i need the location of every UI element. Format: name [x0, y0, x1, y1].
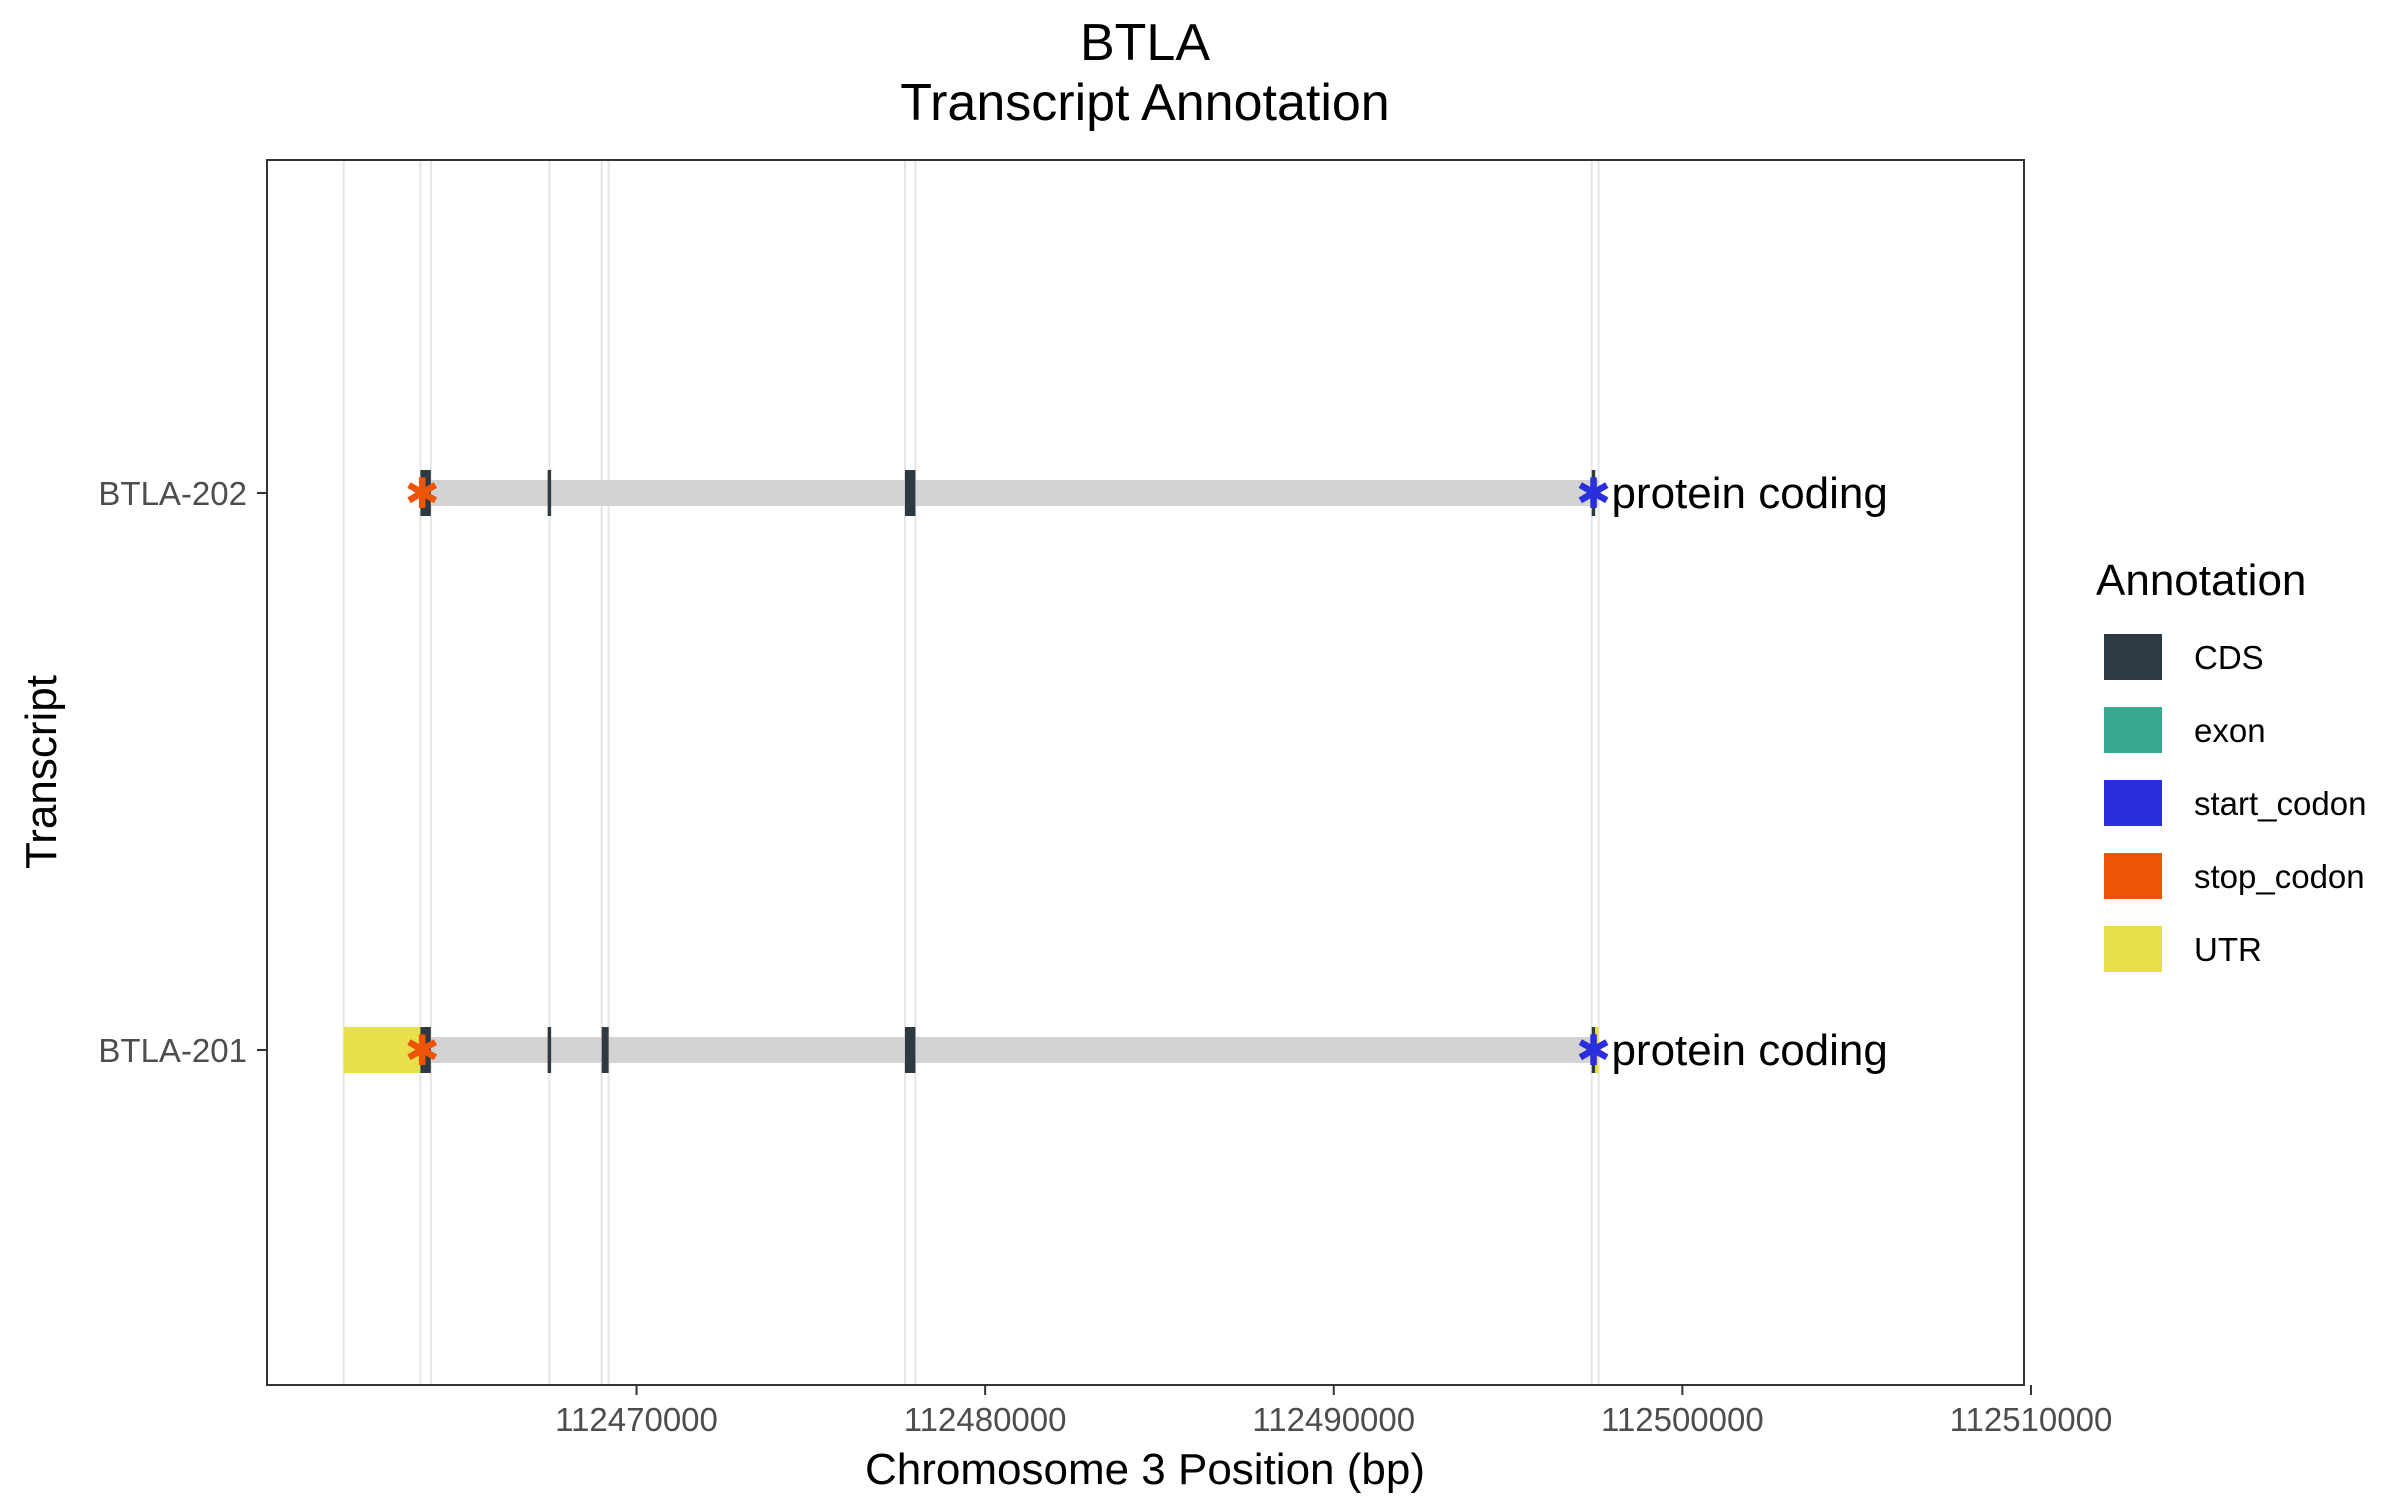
start-codon-marker: ✱ [1576, 1026, 1611, 1075]
gridlines [342, 160, 1600, 1385]
legend-label: exon [2194, 712, 2266, 749]
legend-label: CDS [2194, 639, 2264, 676]
y-axis-title: Transcript [17, 675, 66, 869]
x-tick-label: 112470000 [555, 1401, 718, 1438]
x-tick-label: 112510000 [1950, 1401, 2113, 1438]
legend: Annotation CDS exon start_codon stop_codon U… [2096, 556, 2366, 972]
chart-title: BTLA [1080, 14, 1210, 72]
legend-key [2104, 853, 2162, 899]
legend-key [2104, 926, 2162, 972]
biotype-label: protein coding [1611, 1026, 1887, 1075]
legend-title: Annotation [2096, 556, 2306, 605]
legend-key [2104, 707, 2162, 753]
legend-label: start_codon [2194, 785, 2366, 822]
transcript-track: ✱ ✱ protein coding [405, 469, 1888, 518]
x-tick-label: 112490000 [1252, 1401, 1415, 1438]
x-tick-label: 112500000 [1601, 1401, 1764, 1438]
y-axis: BTLA-202 BTLA-201 [98, 475, 267, 1069]
start-codon-marker: ✱ [1576, 469, 1611, 518]
cds-block [601, 1027, 609, 1073]
y-tick-label: BTLA-202 [98, 475, 247, 512]
cds-block [1591, 1027, 1596, 1073]
stop-codon-marker: ✱ [405, 1026, 440, 1075]
cds-block [904, 470, 916, 516]
legend-label: stop_codon [2194, 858, 2365, 895]
transcript-track: ✱ ✱ protein coding [343, 1026, 1888, 1075]
legend-key [2104, 634, 2162, 680]
x-tick-label: 112480000 [904, 1401, 1067, 1438]
utr-block [1595, 1027, 1599, 1073]
utr-block [343, 1027, 421, 1073]
cds-block [1591, 470, 1596, 516]
cds-block [904, 1027, 916, 1073]
legend-label: UTR [2194, 931, 2262, 968]
cds-block [547, 470, 552, 516]
cds-block [547, 1027, 552, 1073]
intron-backbone [343, 1037, 1599, 1063]
transcript-tracks: ✱ ✱ protein coding✱ ✱ protein coding [343, 469, 1888, 1075]
cds-block [420, 1027, 431, 1073]
cds-block [420, 470, 431, 516]
intron-backbone [420, 480, 1599, 506]
chart-subtitle: Transcript Annotation [900, 74, 1389, 132]
stop-codon-marker: ✱ [405, 469, 440, 518]
legend-key [2104, 780, 2162, 826]
panel-border [266, 159, 2025, 1386]
y-tick-label: BTLA-201 [98, 1032, 247, 1069]
x-axis-title: Chromosome 3 Position (bp) [865, 1445, 1425, 1494]
biotype-label: protein coding [1611, 469, 1887, 518]
x-axis: 112470000 112480000 112490000 112500000 1125… [555, 1385, 2112, 1438]
